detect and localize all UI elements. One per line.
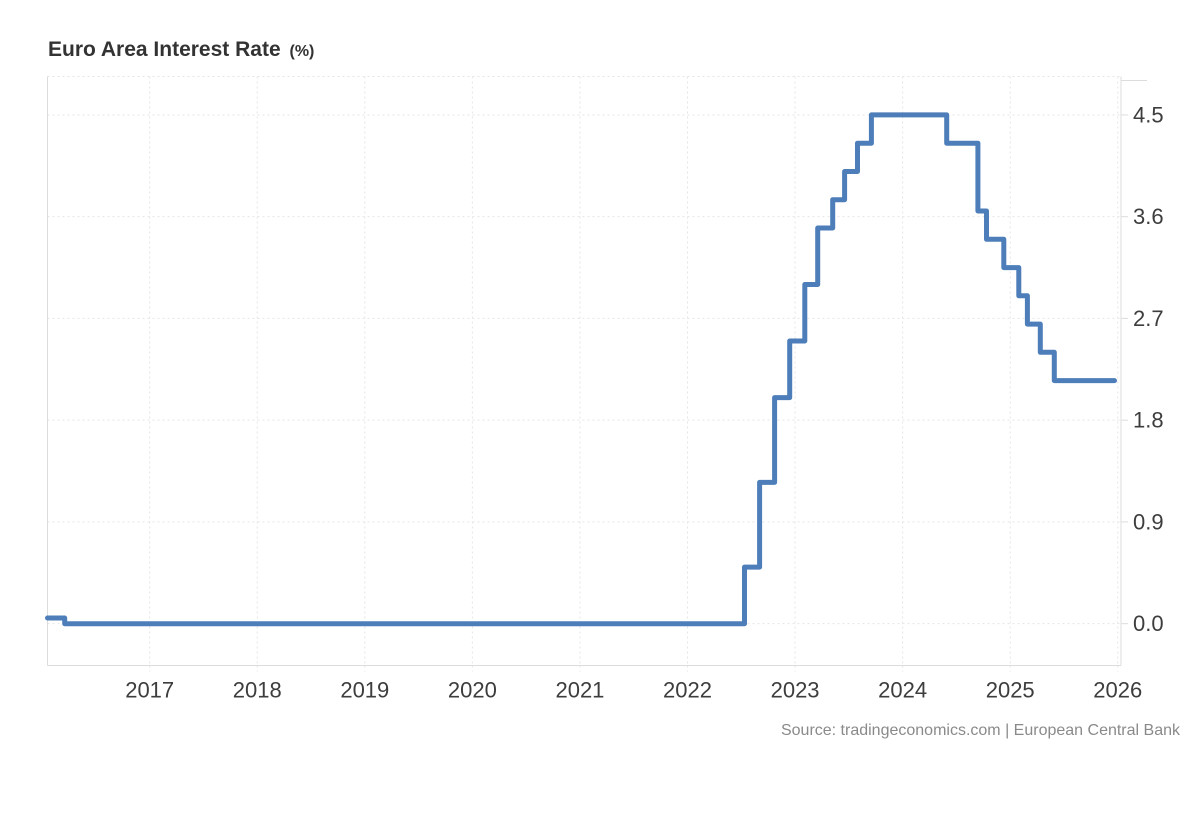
x-axis-label: 2021: [555, 678, 604, 703]
interest-rate-step-chart[interactable]: 0.0 0.9 1.8 2.7 3.6 4.5 2017 2018 2019 2020 2021 20…: [0, 0, 1200, 710]
x-axis-label: 2025: [986, 678, 1035, 703]
chart-title-unit: (%): [289, 43, 315, 60]
x-axis-label: 2023: [771, 678, 820, 703]
x-axis-label: 2024: [878, 678, 927, 703]
y-axis-label: 2.7: [1133, 306, 1164, 331]
y-axis-label: 0.0: [1133, 611, 1164, 636]
y-axis-label: 1.8: [1133, 408, 1164, 433]
x-axis-label: 2017: [125, 678, 174, 703]
interest-rate-line: [45, 112, 1117, 627]
y-axis-label: 0.9: [1133, 509, 1164, 534]
x-axis-label: 2018: [233, 678, 282, 703]
x-axis-label: 2019: [340, 678, 389, 703]
x-axis-label: 2026: [1093, 678, 1142, 703]
x-axis-label: 2020: [448, 678, 497, 703]
y-axis-label: 4.5: [1133, 102, 1164, 127]
y-axis-label: 3.6: [1133, 204, 1164, 229]
x-axis-label: 2022: [663, 678, 712, 703]
chart-title: Euro Area Interest Rate (%): [48, 38, 314, 64]
chart-title-text: Euro Area Interest Rate: [48, 38, 281, 61]
source-attribution: Source: tradingeconomics.com | European …: [780, 722, 1180, 739]
